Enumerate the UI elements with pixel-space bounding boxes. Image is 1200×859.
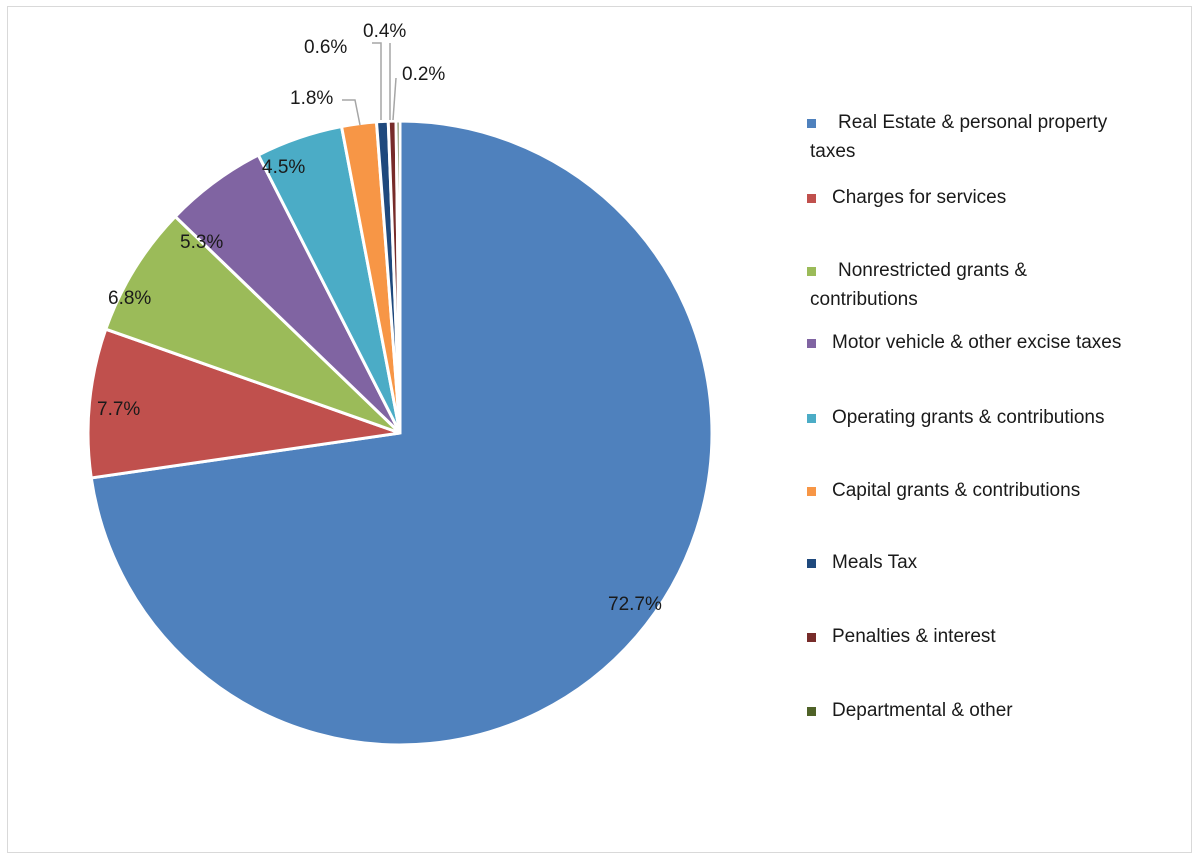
pie-slice-1	[86, 327, 401, 480]
legend-item-0: Real Estate & personal property taxes	[800, 108, 1180, 166]
data-label-4: 4.5%	[262, 157, 305, 178]
legend-item-8: Departmental & other	[800, 696, 1180, 725]
legend-label-6: Meals Tax	[832, 552, 918, 573]
legend-label-3: Motor vehicle & other excise taxes	[832, 332, 1122, 353]
legend-item-7: Penalties & interest	[800, 622, 1180, 651]
data-label-1: 7.7%	[97, 399, 140, 420]
legend-swatch-8	[807, 707, 816, 716]
legend-item-2: Nonrestricted grants & contributions	[800, 256, 1180, 314]
legend-swatch-2	[807, 267, 816, 276]
legend-label-8: Departmental & other	[832, 700, 1013, 721]
legend-swatch-0	[807, 119, 816, 128]
legend-item-3: Motor vehicle & other excise taxes	[800, 328, 1180, 357]
legend-swatch-1	[807, 194, 816, 203]
legend-swatch-5	[807, 487, 816, 496]
legend-swatch-7	[807, 633, 816, 642]
legend-swatch-3	[807, 339, 816, 348]
legend-label-0: Real Estate & personal property taxes	[810, 112, 1108, 162]
leader-line-5	[342, 99, 361, 126]
legend-label-5: Capital grants & contributions	[832, 480, 1081, 501]
legend-item-1: Charges for services	[800, 183, 1180, 212]
leader-line-8	[392, 77, 397, 121]
data-label-3: 5.3%	[180, 232, 223, 253]
data-label-6: 0.6%	[304, 37, 347, 58]
data-label-8: 0.2%	[402, 64, 445, 85]
legend-label-1: Charges for services	[832, 187, 1007, 208]
data-label-7: 0.4%	[363, 21, 406, 42]
pie-slice-0	[89, 119, 714, 747]
data-label-0: 72.7%	[608, 594, 662, 615]
legend-swatch-6	[807, 559, 816, 568]
pie-slice-8	[394, 119, 402, 434]
pie-chart: 72.7% 7.7% 6.8% 5.3% 4.5% 1.8% 0.6% 0.4% 0.2%	[86, 21, 714, 747]
legend-label-4: Operating grants & contributions	[832, 407, 1105, 428]
data-label-2: 6.8%	[108, 288, 151, 309]
legend-label-7: Penalties & interest	[832, 626, 996, 647]
leader-line-6	[372, 42, 382, 120]
legend-item-5: Capital grants & contributions	[800, 476, 1180, 505]
data-label-5: 1.8%	[290, 88, 333, 109]
legend-item-4: Operating grants & contributions	[800, 403, 1180, 432]
legend-label-2: Nonrestricted grants & contributions	[810, 260, 1028, 310]
legend-swatch-4	[807, 414, 816, 423]
legend-item-6: Meals Tax	[800, 548, 1180, 577]
pie-slice-2	[103, 214, 402, 435]
